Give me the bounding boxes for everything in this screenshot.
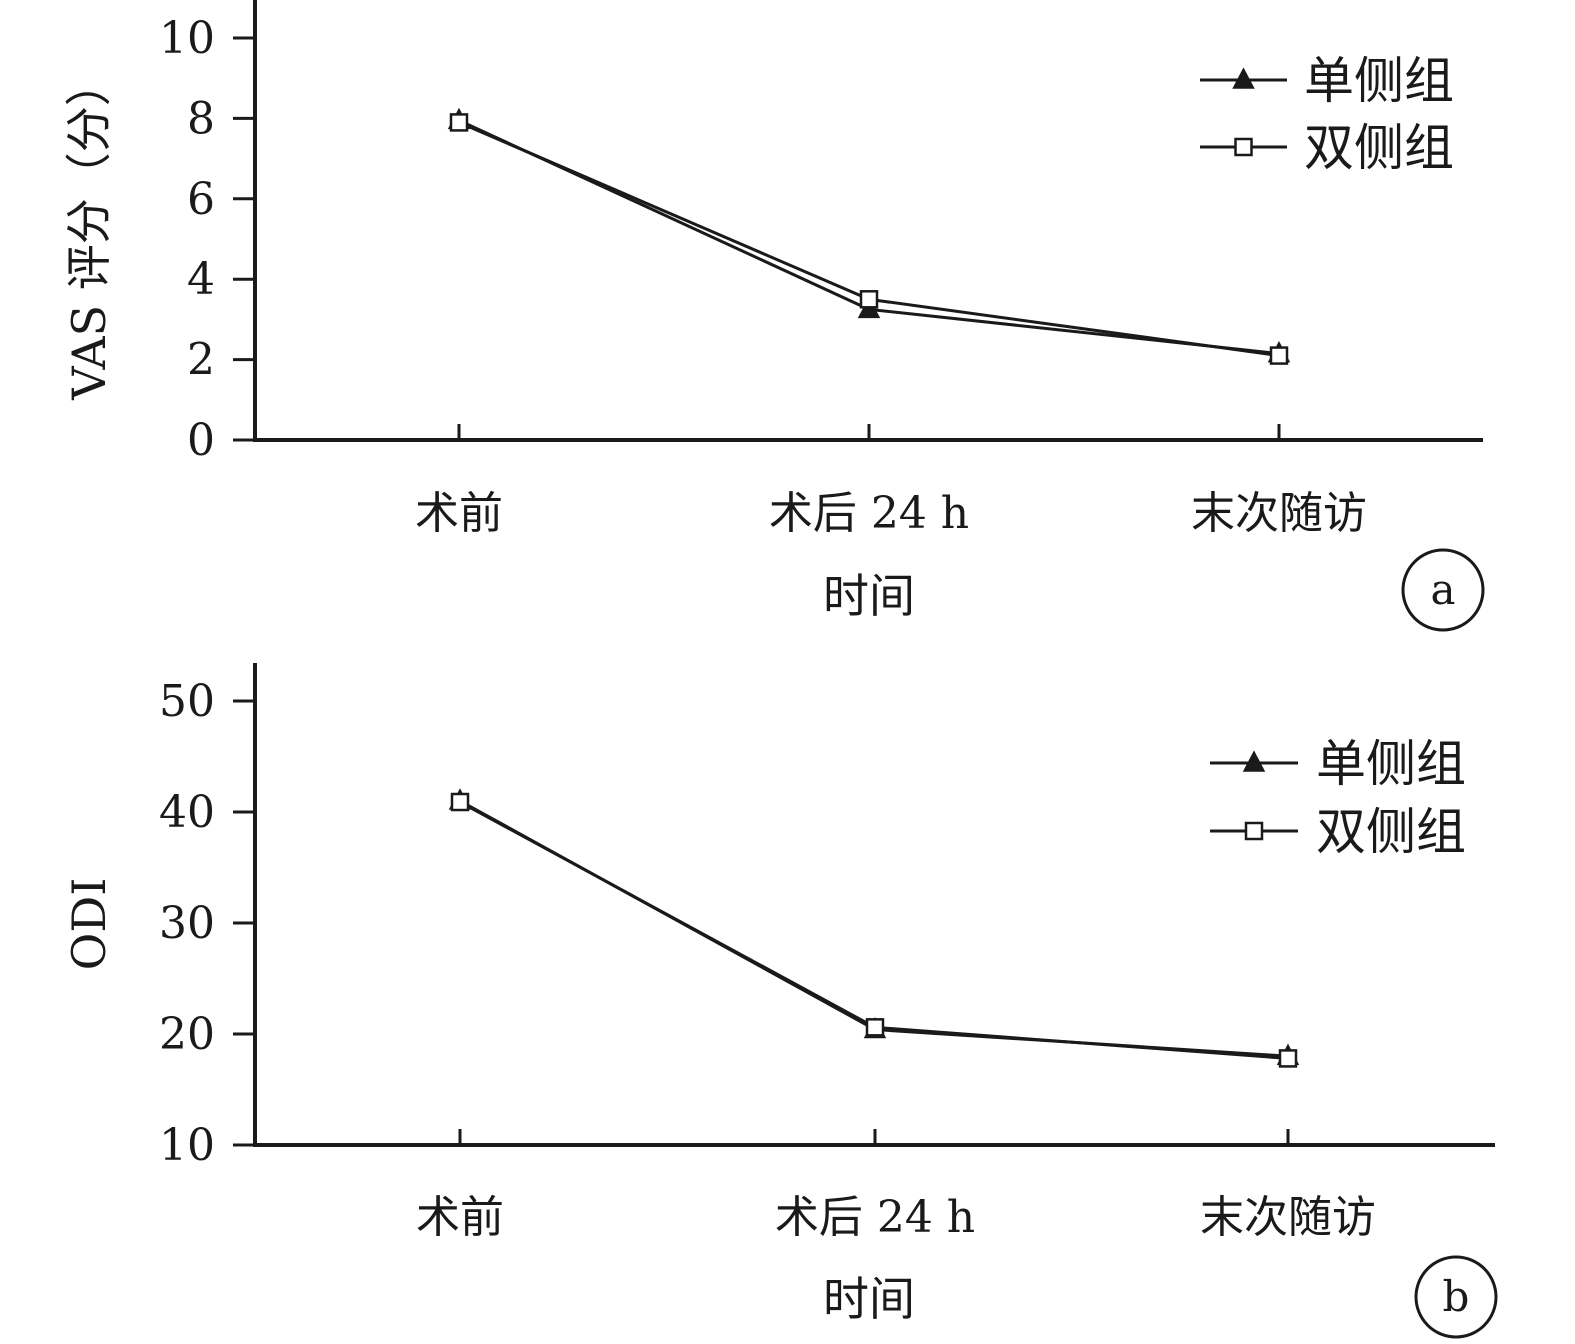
y-tick-label: 30	[159, 898, 215, 949]
data-point-square	[449, 113, 469, 132]
x-axis-title: 时间	[823, 1272, 915, 1326]
y-axis-title: ODI	[62, 878, 116, 971]
legend-label: 单侧组	[1304, 52, 1454, 110]
y-tick-label: 2	[187, 335, 215, 386]
panel-label: a	[1430, 565, 1455, 614]
y-tick-label: 40	[159, 787, 215, 838]
x-axis-title: 时间	[823, 569, 915, 623]
y-tick-label: 20	[159, 1009, 215, 1060]
y-tick-label: 10	[159, 1120, 215, 1171]
panel-label-circle	[1414, 1255, 1498, 1339]
y-tick-label: 6	[187, 174, 215, 225]
y-tick-label: 8	[187, 93, 215, 144]
y-tick-label: 50	[159, 676, 215, 727]
panel-label-circle	[1401, 548, 1485, 632]
data-point-square	[1269, 346, 1289, 365]
legend-label: 双侧组	[1304, 119, 1454, 177]
legend-marker-triangle	[1242, 750, 1266, 772]
x-tick-label: 末次随访	[1200, 1192, 1376, 1243]
x-tick-label: 术后 24 h	[769, 488, 969, 539]
x-tick-label: 末次随访	[1191, 488, 1367, 539]
x-tick-label: 术前	[415, 488, 503, 539]
series-line-1	[459, 799, 1289, 1058]
legend-marker-triangle	[1232, 67, 1255, 89]
y-axis-title: VAS 评分（分）	[62, 60, 116, 400]
data-point-square	[1278, 1049, 1298, 1068]
legend-label: 单侧组	[1316, 735, 1466, 793]
x-tick-label: 术前	[416, 1192, 504, 1243]
data-point-square	[450, 792, 470, 812]
legend-marker-square	[1234, 137, 1253, 157]
y-tick-label: 0	[187, 415, 215, 466]
x-tick-label: 术后 24 h	[775, 1192, 975, 1243]
y-tick-label: 4	[187, 254, 215, 305]
series-line-2	[458, 121, 1280, 358]
series-line-1	[458, 119, 1280, 356]
data-point-square	[859, 290, 879, 309]
legend-marker-square	[1244, 821, 1264, 841]
panel-label: b	[1443, 1272, 1470, 1321]
data-point-square	[865, 1018, 885, 1037]
y-tick-label: 10	[159, 13, 215, 64]
legend-label: 双侧组	[1316, 803, 1466, 861]
